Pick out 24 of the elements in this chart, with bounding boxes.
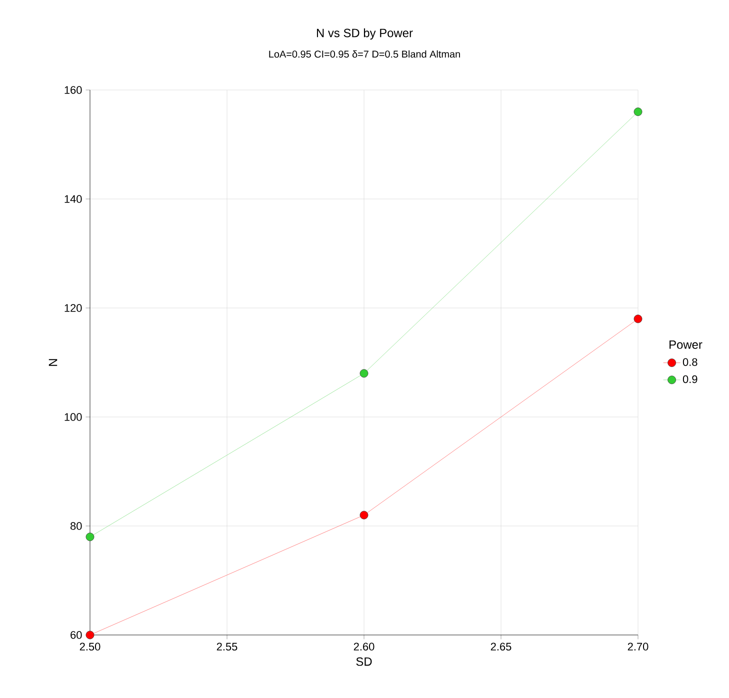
y-tick-label: 120 xyxy=(64,304,82,312)
point xyxy=(634,108,642,116)
point xyxy=(360,510,368,520)
x-tick-label: 2.55 xyxy=(216,642,238,651)
point xyxy=(86,532,94,542)
y-tick-label: 160 xyxy=(64,86,82,94)
legend-label: 0.8 xyxy=(682,358,698,366)
y-tick-label: 140 xyxy=(64,195,82,203)
chart-title: N vs SD by Power xyxy=(316,28,413,40)
x-tick-label: 2.60 xyxy=(354,642,374,651)
chart-subtitle: LoA=0.95 CI=0.95 δ=7 D=0.5 Bland Altman xyxy=(269,50,460,58)
y-tick-label: 60 xyxy=(70,631,82,639)
point xyxy=(86,630,94,640)
point xyxy=(360,369,368,378)
x-tick-label: 2.70 xyxy=(628,642,648,651)
y-tick-label: 80 xyxy=(70,522,82,530)
x-tick-label: 2.50 xyxy=(80,642,100,651)
x-axis-title: SD xyxy=(356,657,372,666)
legend-title: Power xyxy=(670,340,702,349)
y-axis-title: N xyxy=(48,359,58,366)
y-tick-label: 100 xyxy=(64,413,82,421)
x-tick-label: 2.65 xyxy=(490,642,512,651)
point xyxy=(634,314,642,324)
legend-label: 0.9 xyxy=(682,375,698,384)
